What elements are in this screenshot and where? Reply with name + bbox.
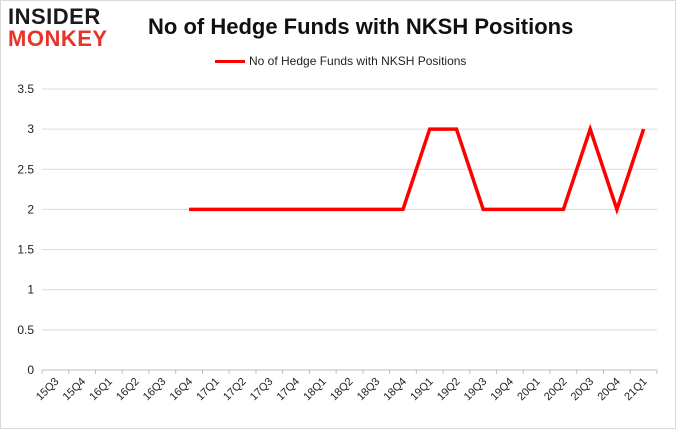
y-tick-label: 1.5 — [17, 243, 34, 257]
legend-label: No of Hedge Funds with NKSH Positions — [249, 54, 467, 68]
x-tick-label: 17Q2 — [221, 376, 249, 404]
x-tick-label: 17Q3 — [248, 376, 276, 404]
insider-monkey-logo: INSIDER MONKEY — [8, 6, 108, 50]
x-tick-label: 15Q4 — [61, 376, 89, 404]
x-tick-label: 19Q2 — [435, 376, 463, 404]
x-tick-label: 20Q4 — [595, 376, 623, 404]
x-tick-label: 17Q4 — [275, 376, 303, 404]
x-tick-label: 15Q3 — [34, 376, 62, 404]
y-tick-label: 1 — [27, 283, 34, 297]
legend-swatch — [215, 59, 245, 63]
y-tick-label: 3 — [27, 122, 34, 136]
x-tick-label: 19Q4 — [489, 376, 517, 404]
x-tick-label: 17Q1 — [194, 376, 222, 404]
y-tick-label: 2 — [27, 202, 34, 216]
chart-title: No of Hedge Funds with NKSH Positions — [148, 14, 574, 39]
y-tick-label: 3.5 — [17, 82, 34, 96]
y-tick-label: 0.5 — [17, 323, 34, 337]
x-tick-label: 18Q2 — [328, 376, 356, 404]
logo-line-2: MONKEY — [8, 26, 108, 51]
x-tick-label: 20Q2 — [542, 376, 570, 404]
x-tick-label: 16Q3 — [141, 376, 169, 404]
x-tick-label: 20Q1 — [515, 376, 543, 404]
x-tick-label: 19Q1 — [408, 376, 436, 404]
chart-legend: No of Hedge Funds with NKSH Positions — [215, 54, 466, 68]
x-tick-label: 18Q4 — [382, 376, 410, 404]
y-tick-label: 0 — [27, 363, 34, 377]
x-tick-label: 21Q1 — [622, 376, 650, 404]
y-tick-label: 2.5 — [17, 162, 34, 176]
x-tick-label: 18Q3 — [355, 376, 383, 404]
x-tick-label: 19Q3 — [462, 376, 490, 404]
x-tick-label: 20Q3 — [569, 376, 597, 404]
logo-line-1: INSIDER — [8, 4, 101, 29]
x-tick-label: 16Q2 — [114, 376, 142, 404]
series-line — [189, 123, 646, 215]
x-tick-label: 16Q1 — [87, 376, 115, 404]
x-tick-label: 16Q4 — [168, 376, 196, 404]
x-tick-label: 18Q1 — [301, 376, 329, 404]
